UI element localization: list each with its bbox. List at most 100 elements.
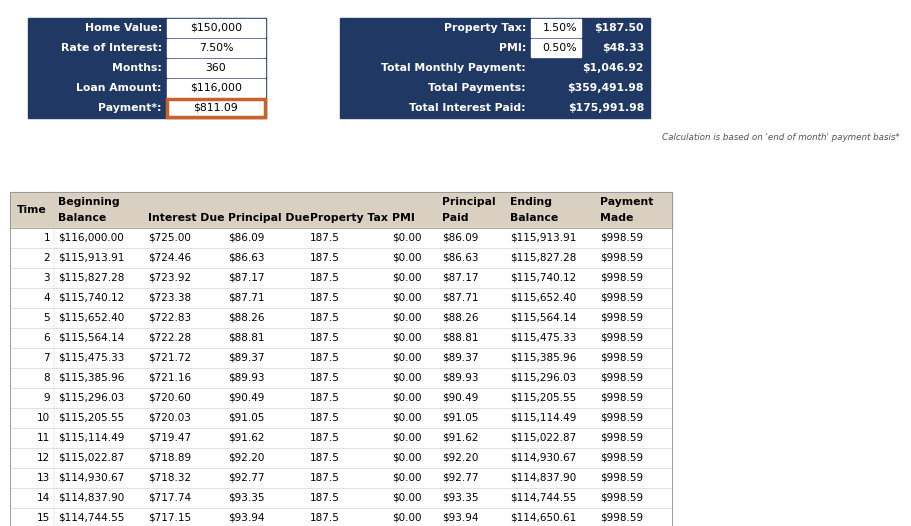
Text: Total Monthly Payment:: Total Monthly Payment:	[381, 63, 526, 73]
Text: $114,930.67: $114,930.67	[58, 473, 124, 483]
Text: Property Tax:: Property Tax:	[443, 23, 526, 33]
Text: 187.5: 187.5	[310, 233, 340, 243]
Text: $115,114.49: $115,114.49	[58, 433, 124, 443]
Text: $115,114.49: $115,114.49	[509, 413, 576, 423]
Text: $115,296.03: $115,296.03	[509, 373, 576, 383]
Text: $998.59: $998.59	[599, 413, 642, 423]
Text: $114,650.61: $114,650.61	[509, 513, 576, 523]
Text: $115,475.33: $115,475.33	[509, 333, 576, 343]
Text: $93.35: $93.35	[442, 493, 478, 503]
Text: 1.50%: 1.50%	[542, 23, 577, 33]
Text: $717.74: $717.74	[148, 493, 191, 503]
Text: $115,652.40: $115,652.40	[509, 293, 576, 303]
Bar	[167, 98, 265, 117]
Bar	[10, 228, 671, 248]
Text: $115,740.12: $115,740.12	[58, 293, 124, 303]
Text: $998.59: $998.59	[599, 353, 642, 363]
Text: Payment*:: Payment*:	[98, 103, 162, 113]
Bar	[10, 328, 671, 348]
Text: $90.49: $90.49	[228, 393, 264, 403]
Text: $115,740.12: $115,740.12	[509, 273, 576, 283]
Text: 7: 7	[44, 353, 50, 363]
Text: 2: 2	[44, 253, 50, 263]
Text: $89.37: $89.37	[228, 353, 264, 363]
Text: 187.5: 187.5	[310, 313, 340, 323]
Text: $998.59: $998.59	[599, 473, 642, 483]
Text: $720.60: $720.60	[148, 393, 190, 403]
Text: $717.15: $717.15	[148, 513, 191, 523]
Text: $115,564.14: $115,564.14	[58, 333, 124, 343]
Text: Ending: Ending	[509, 197, 551, 207]
Text: $90.49: $90.49	[442, 393, 478, 403]
Bar	[10, 508, 671, 526]
Text: $87.17: $87.17	[228, 273, 264, 283]
Text: $0.00: $0.00	[392, 353, 421, 363]
Bar	[10, 408, 671, 428]
Text: $87.71: $87.71	[228, 293, 264, 303]
Bar	[10, 388, 671, 408]
Text: 187.5: 187.5	[310, 493, 340, 503]
Text: $0.00: $0.00	[392, 253, 421, 263]
Bar	[10, 288, 671, 308]
Text: $115,827.28: $115,827.28	[58, 273, 124, 283]
Text: $0.00: $0.00	[392, 493, 421, 503]
Text: $92.77: $92.77	[228, 473, 264, 483]
Text: $87.71: $87.71	[442, 293, 478, 303]
Text: Balance: Balance	[58, 213, 107, 223]
Text: $88.26: $88.26	[442, 313, 478, 323]
Text: $0.00: $0.00	[392, 273, 421, 283]
Text: $720.03: $720.03	[148, 413, 190, 423]
Text: $87.17: $87.17	[442, 273, 478, 283]
Text: $0.00: $0.00	[392, 413, 421, 423]
Text: $718.32: $718.32	[148, 473, 191, 483]
Text: $0.00: $0.00	[392, 333, 421, 343]
Text: $91.05: $91.05	[442, 413, 478, 423]
Text: Principal Due: Principal Due	[228, 213, 310, 223]
Text: $114,837.90: $114,837.90	[58, 493, 124, 503]
Text: Paid: Paid	[442, 213, 468, 223]
Text: $115,913.91: $115,913.91	[509, 233, 576, 243]
Text: $115,022.87: $115,022.87	[58, 453, 124, 463]
Text: Beginning: Beginning	[58, 197, 119, 207]
Text: 5: 5	[44, 313, 50, 323]
Text: $0.00: $0.00	[392, 293, 421, 303]
Bar	[10, 428, 671, 448]
Text: $91.62: $91.62	[228, 433, 264, 443]
Text: Loan Amount:: Loan Amount:	[77, 83, 162, 93]
Bar	[10, 368, 671, 388]
Text: 14: 14	[36, 493, 50, 503]
Text: 6: 6	[44, 333, 50, 343]
Bar	[530, 38, 580, 57]
Bar	[167, 78, 265, 97]
Text: $88.81: $88.81	[228, 333, 264, 343]
Bar	[167, 18, 265, 37]
Text: 0.50%: 0.50%	[542, 43, 577, 53]
Text: $721.72: $721.72	[148, 353, 191, 363]
Bar	[10, 248, 671, 268]
Text: Total Interest Paid:: Total Interest Paid:	[409, 103, 526, 113]
Bar	[10, 468, 671, 488]
Text: $721.16: $721.16	[148, 373, 191, 383]
Bar	[10, 308, 671, 328]
Text: $998.59: $998.59	[599, 513, 642, 523]
Text: $723.92: $723.92	[148, 273, 191, 283]
Text: $92.77: $92.77	[442, 473, 478, 483]
Text: $93.35: $93.35	[228, 493, 264, 503]
Text: $114,837.90: $114,837.90	[509, 473, 576, 483]
Text: $115,296.03: $115,296.03	[58, 393, 124, 403]
Text: $718.89: $718.89	[148, 453, 191, 463]
Text: $91.62: $91.62	[442, 433, 478, 443]
Text: 187.5: 187.5	[310, 473, 340, 483]
Text: $91.05: $91.05	[228, 413, 264, 423]
Bar	[10, 192, 671, 526]
Bar	[167, 98, 265, 117]
Text: $88.81: $88.81	[442, 333, 478, 343]
Text: $150,000: $150,000	[189, 23, 241, 33]
Text: $998.59: $998.59	[599, 493, 642, 503]
Text: 360: 360	[205, 63, 226, 73]
Text: Made: Made	[599, 213, 632, 223]
Text: 12: 12	[36, 453, 50, 463]
Text: $86.09: $86.09	[442, 233, 478, 243]
Text: $89.37: $89.37	[442, 353, 478, 363]
Text: $115,652.40: $115,652.40	[58, 313, 124, 323]
